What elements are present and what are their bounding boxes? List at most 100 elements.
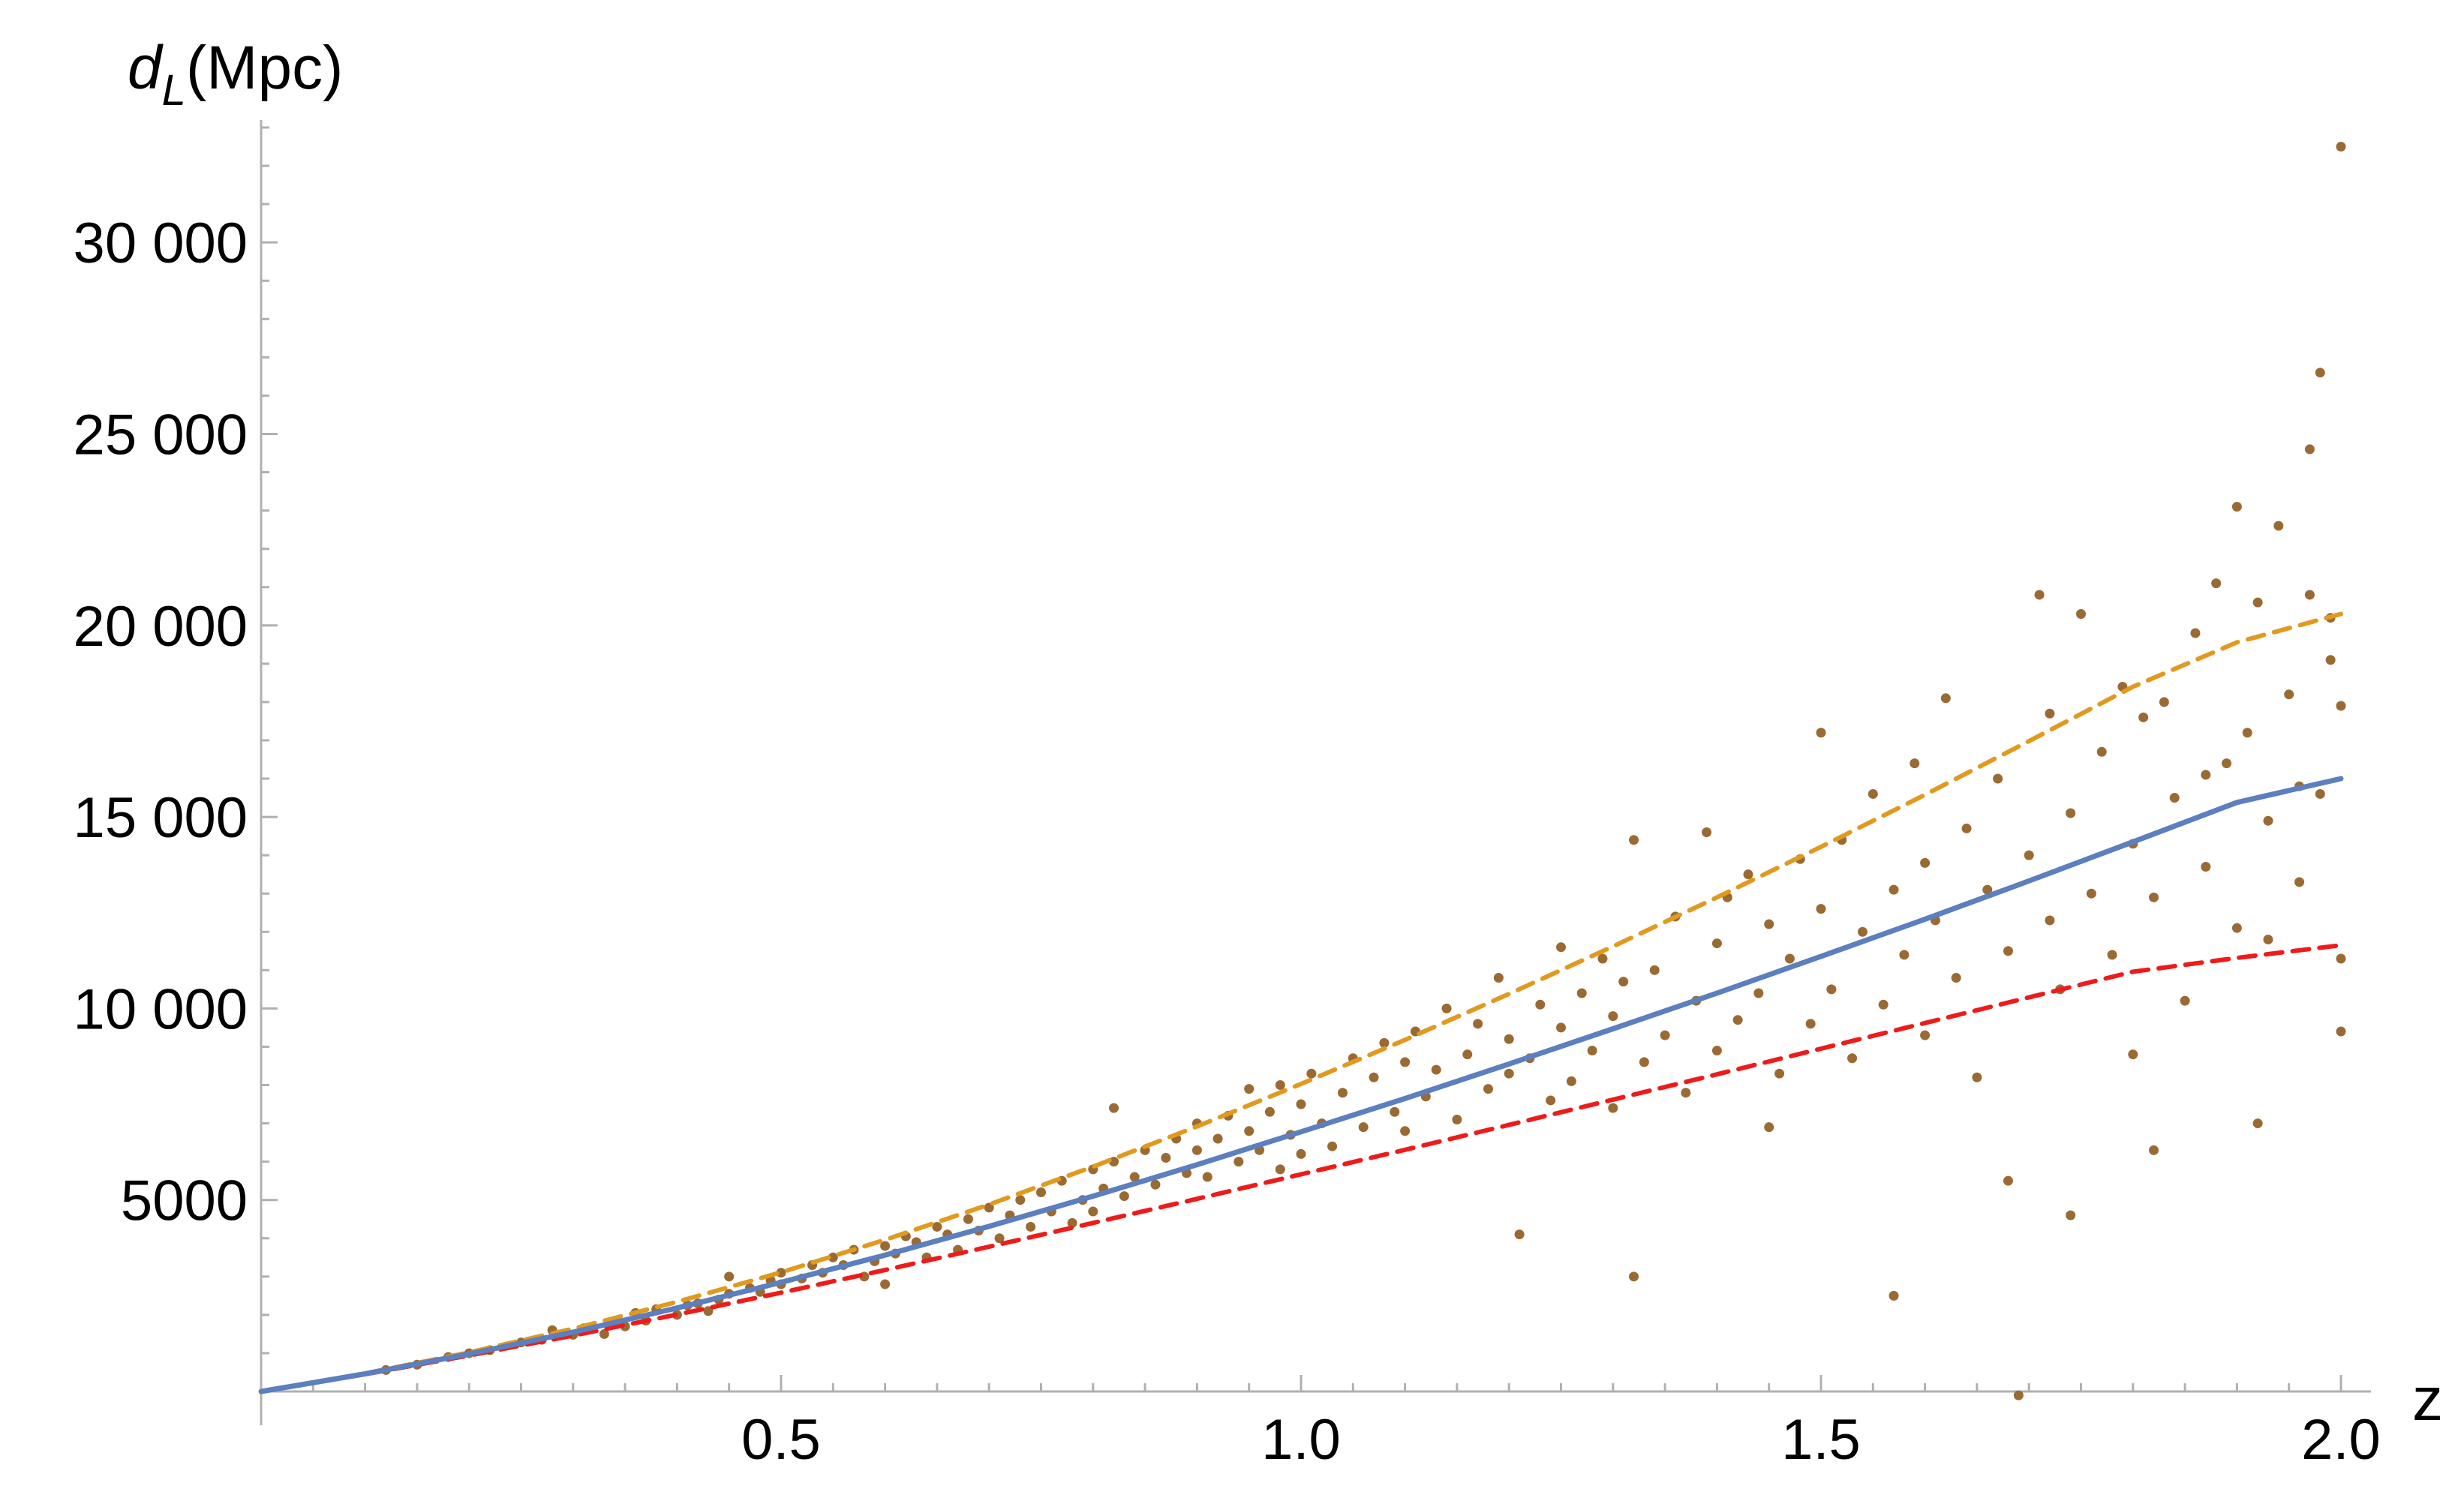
data-point: [2149, 892, 2159, 902]
data-point: [1473, 1019, 1483, 1029]
data-point: [1504, 1068, 1514, 1079]
data-point: [1400, 1126, 1411, 1136]
data-point: [1150, 1179, 1161, 1190]
data-point: [1026, 1221, 1036, 1232]
data-point: [2336, 1026, 2346, 1037]
data-point: [2222, 758, 2232, 769]
data-point: [1608, 1011, 1618, 1022]
axes: [260, 120, 2371, 1425]
data-point: [1441, 1003, 1452, 1013]
data-point: [1015, 1195, 1026, 1205]
data-point: [724, 1271, 735, 1282]
data-point: [994, 1233, 1005, 1244]
data-point: [2284, 689, 2294, 700]
x-tick-label: 0.5: [741, 1408, 821, 1472]
data-point: [2180, 995, 2190, 1006]
data-point: [1493, 973, 1504, 983]
data-point: [1036, 1187, 1046, 1197]
data-point: [2096, 746, 2107, 757]
data-point: [2013, 1390, 2024, 1400]
data-point: [2190, 628, 2201, 638]
data-point: [2315, 788, 2325, 799]
data-point: [2231, 923, 2242, 933]
y-axis-label: dL(Mpc): [128, 34, 343, 115]
data-point: [1275, 1164, 1285, 1175]
data-point: [880, 1241, 891, 1251]
data-point: [1296, 1148, 1306, 1159]
data-point: [2211, 578, 2222, 589]
data-point: [1681, 1088, 1691, 1098]
data-point: [1202, 1172, 1212, 1182]
tick-labels: 0.5 1.0 1.5 2.0 5000 10 000 15 000 20 000 25 000…: [74, 212, 2381, 1472]
data-point: [1546, 1095, 1556, 1106]
x-tick-label: 1.0: [1261, 1408, 1341, 1472]
data-point: [1369, 1072, 1379, 1082]
data-point: [2304, 590, 2315, 600]
data-point: [1764, 1122, 1774, 1133]
data-point: [1920, 1030, 1931, 1040]
data-point: [2107, 950, 2117, 960]
data-point: [1816, 728, 1826, 738]
data-point: [1212, 1133, 1223, 1144]
data-point: [1504, 1034, 1514, 1044]
data-point: [1961, 823, 1972, 833]
data-point: [2231, 502, 2242, 512]
x-tick-label: 1.5: [1781, 1408, 1861, 1472]
data-point: [2076, 608, 2086, 619]
data-point: [2201, 770, 2211, 780]
data-point: [1327, 1141, 1338, 1151]
y-tick-label: 10 000: [74, 977, 248, 1041]
data-point: [1067, 1217, 1077, 1228]
data-point: [1639, 1057, 1649, 1067]
data-point: [1889, 884, 1899, 895]
data-point: [1702, 827, 1712, 838]
data-point: [1306, 1068, 1317, 1079]
data-point: [2066, 1210, 2076, 1220]
data-point: [1556, 942, 1566, 953]
data-point: [1816, 904, 1826, 914]
data-point: [1129, 1172, 1140, 1182]
data-point: [2336, 953, 2346, 964]
data-point: [2242, 728, 2252, 738]
data-point: [2325, 655, 2336, 665]
data-point: [1431, 1064, 1441, 1075]
x-axis-label: z: [2412, 1365, 2443, 1433]
data-point: [1483, 1084, 1493, 1094]
data-point: [963, 1214, 973, 1224]
data-point: [2304, 444, 2315, 455]
data-point: [1847, 1053, 1858, 1064]
data-point: [1358, 1122, 1369, 1133]
data-point: [2003, 1175, 2013, 1186]
data-point: [2045, 915, 2055, 926]
data-point: [2263, 815, 2273, 826]
data-point: [1576, 988, 1587, 998]
x-tick-label: 2.0: [2301, 1408, 2381, 1472]
data-point: [1109, 1103, 1119, 1113]
data-point: [2252, 1118, 2263, 1129]
data-point: [1774, 1068, 1785, 1079]
data-point: [1951, 973, 1961, 983]
data-point: [1275, 1080, 1285, 1091]
data-point: [1629, 1271, 1639, 1282]
data-point: [1618, 977, 1629, 987]
data-point: [2034, 590, 2045, 600]
data-point: [1566, 1076, 1576, 1086]
data-point: [2066, 808, 2076, 818]
data-point: [1244, 1126, 1255, 1136]
data-point: [1296, 1099, 1306, 1109]
data-point: [1379, 1037, 1390, 1048]
data-point: [1337, 1088, 1348, 1098]
data-point: [2159, 697, 2169, 707]
data-point: [1649, 965, 1660, 975]
y-axis-label-main: d: [128, 34, 164, 102]
data-point: [1753, 988, 1764, 998]
data-point: [1899, 950, 1910, 960]
data-point: [1244, 1084, 1255, 1094]
data-point: [2128, 1049, 2138, 1060]
data-point: [1764, 919, 1774, 929]
data-point: [776, 1268, 786, 1278]
data-point: [1982, 884, 1993, 895]
data-point: [1597, 953, 1608, 964]
data-point: [1732, 1015, 1743, 1025]
